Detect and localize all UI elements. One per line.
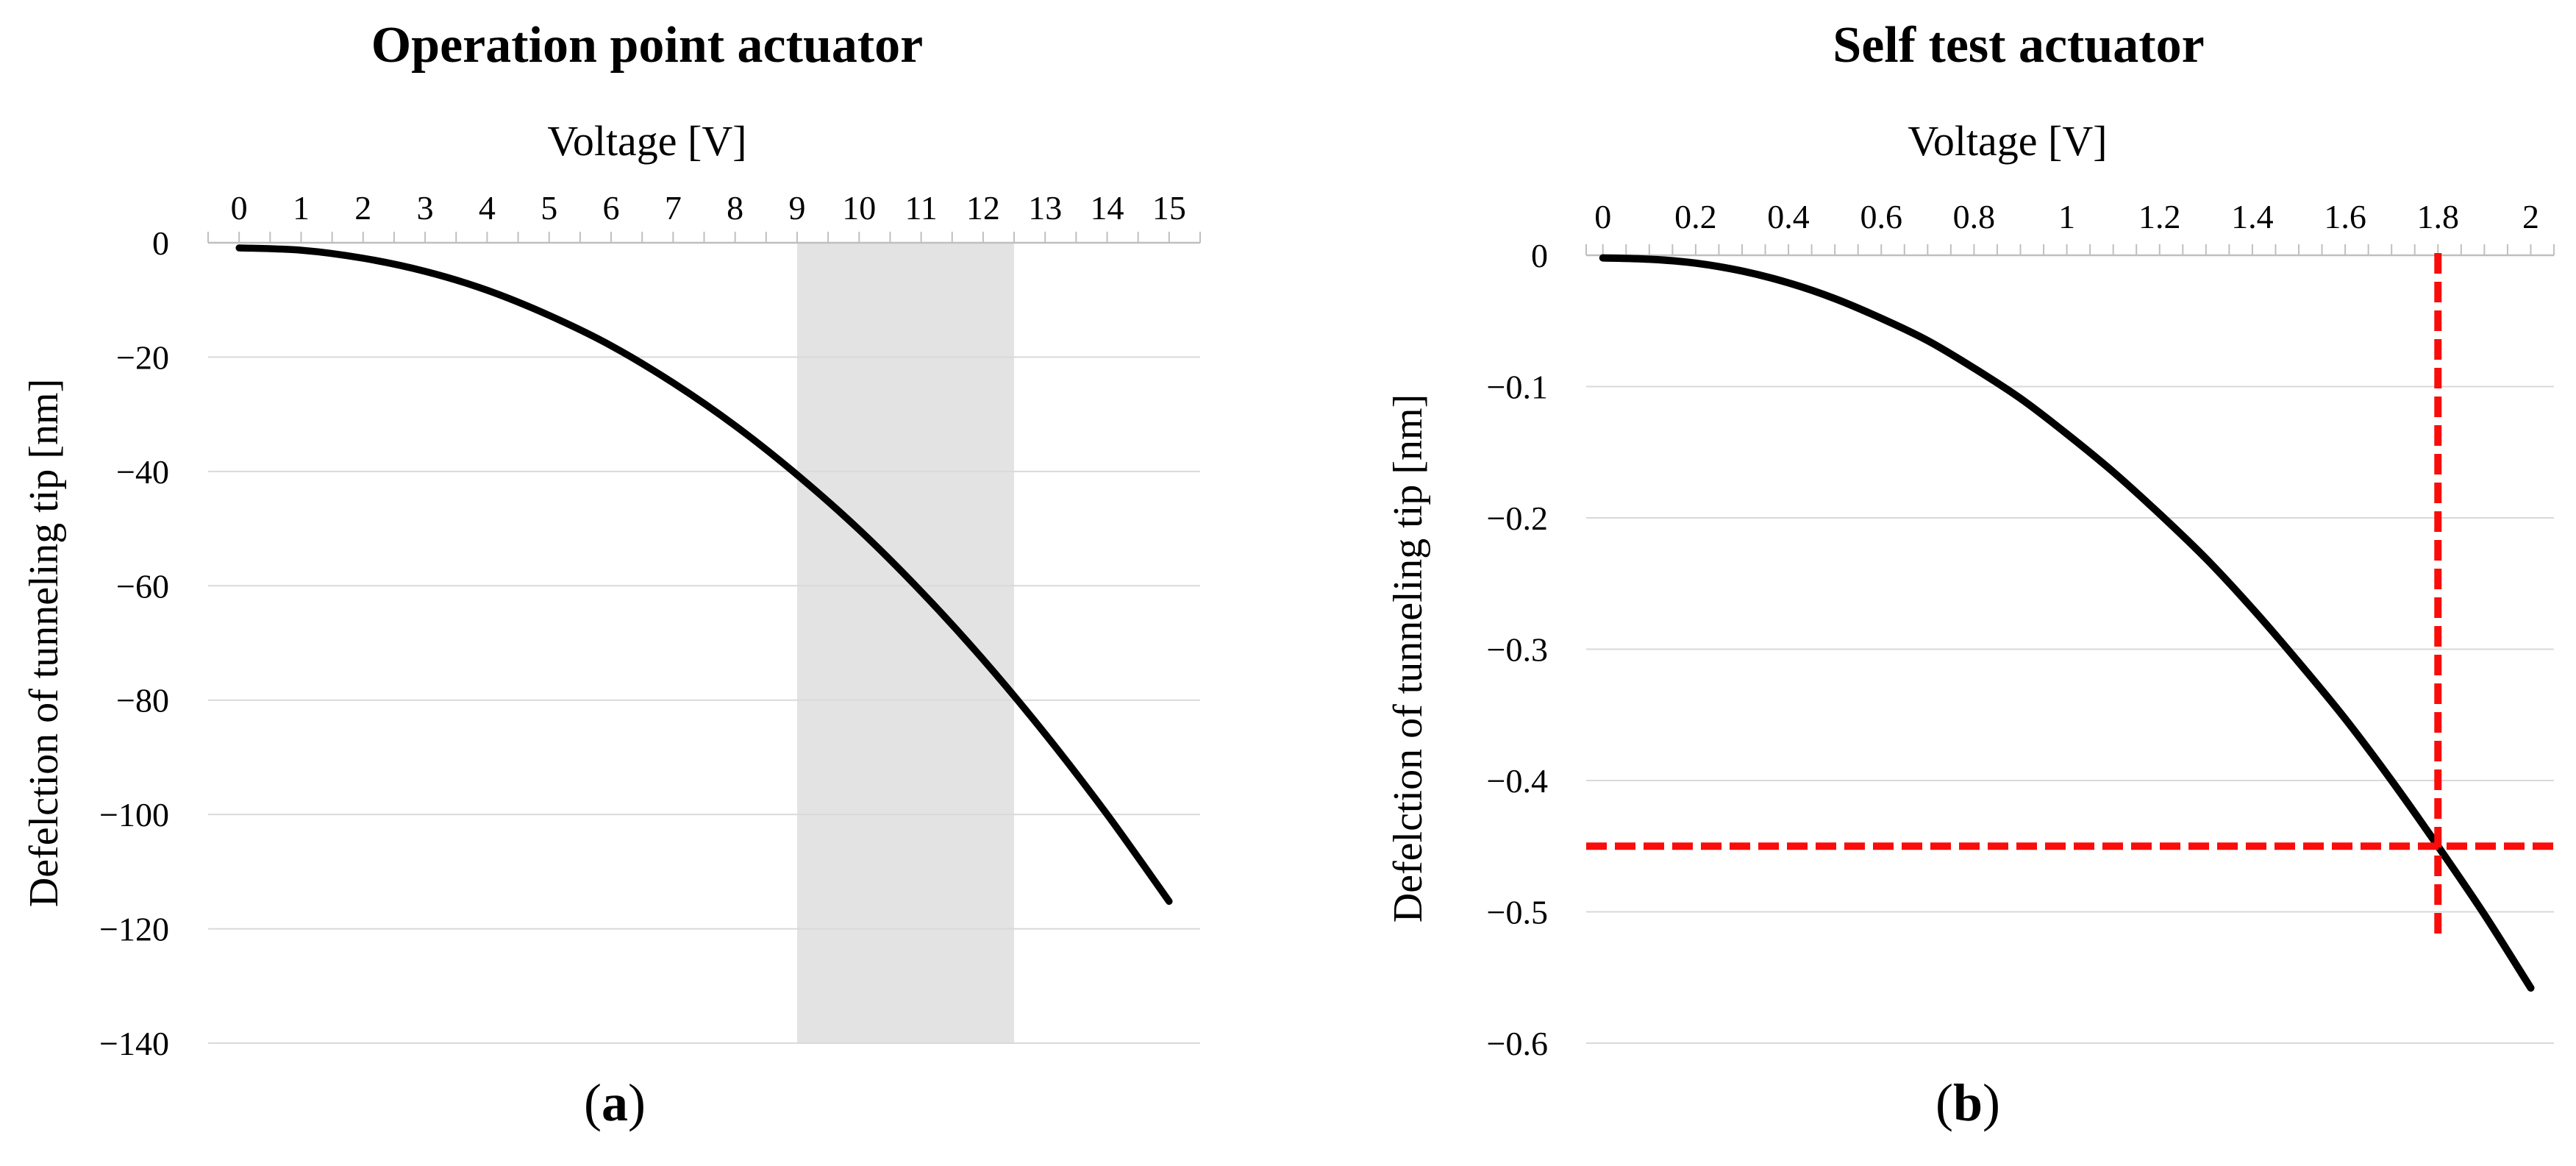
deflection-curve (235, 244, 1173, 906)
panel-a-y-axis-title: Defelction of tunneling tip [nm] (21, 378, 67, 908)
x-tick-label: 14 (1091, 189, 1124, 227)
caption-b-close: ) (1983, 1073, 2000, 1132)
x-tick-label: 2 (354, 189, 371, 227)
x-tick-label: 11 (905, 189, 937, 227)
caption-b: (b) (1821, 1073, 2115, 1134)
x-tick-label: 9 (788, 189, 805, 227)
y-tick-label: −0.2 (1487, 500, 1548, 537)
x-tick-label: 1 (293, 189, 310, 227)
x-tick-label: 13 (1028, 189, 1062, 227)
y-tick-label: −20 (116, 338, 169, 376)
panel-b-title: Self test actuator (1833, 17, 2205, 74)
x-tick-label: 1.2 (2138, 198, 2181, 235)
x-tick-label: 0 (1594, 198, 1611, 235)
x-tick-label: 15 (1152, 189, 1186, 227)
caption-a-open: ( (584, 1073, 602, 1132)
x-tick-label: 8 (727, 189, 743, 227)
y-tick-label: −0.1 (1487, 369, 1548, 406)
x-tick-label: 10 (842, 189, 876, 227)
x-tick-label: 1.4 (2231, 198, 2274, 235)
caption-a-close: ) (628, 1073, 646, 1132)
y-tick-label: −0.3 (1487, 631, 1548, 669)
x-tick-label: 0.8 (1953, 198, 1996, 235)
caption-a-letter: a (602, 1073, 628, 1132)
y-tick-label: −140 (99, 1025, 169, 1062)
x-tick-label: 0 (231, 189, 248, 227)
y-tick-label: −0.5 (1487, 894, 1548, 931)
x-tick-label: 5 (540, 189, 557, 227)
panel-b-x-axis-title: Voltage [V] (1908, 117, 2108, 165)
x-tick-label: 2 (2522, 198, 2539, 235)
x-tick-label: 12 (966, 189, 1000, 227)
caption-a: (a) (468, 1073, 762, 1134)
panel-a-title: Operation point actuator (371, 17, 924, 74)
y-tick-label: −0.6 (1487, 1025, 1548, 1062)
x-tick-label: 0.2 (1674, 198, 1717, 235)
x-tick-label: 0.6 (1860, 198, 1902, 235)
y-tick-label: −100 (99, 796, 169, 833)
y-tick-label: −80 (116, 682, 169, 719)
y-tick-label: −120 (99, 911, 169, 948)
x-tick-label: 1 (2058, 198, 2075, 235)
x-tick-label: 7 (665, 189, 682, 227)
x-tick-label: 1.8 (2417, 198, 2460, 235)
x-tick-label: 6 (603, 189, 620, 227)
operating-range-band (796, 243, 1015, 1043)
y-tick-label: 0 (152, 224, 169, 262)
y-tick-label: 0 (1531, 237, 1548, 274)
x-tick-label: 4 (479, 189, 496, 227)
x-tick-label: 0.4 (1767, 198, 1810, 235)
panel-b-y-axis-title: Defelction of tunneling tip [nm] (1385, 394, 1431, 923)
x-tick-label: 1.6 (2324, 198, 2366, 235)
panel-a-x-axis-title: Voltage [V] (547, 117, 747, 165)
y-tick-label: −60 (116, 567, 169, 605)
deflection-curve (1599, 254, 2535, 992)
x-tick-label: 3 (417, 189, 434, 227)
y-tick-label: −40 (116, 453, 169, 491)
caption-b-open: ( (1935, 1073, 1953, 1132)
caption-b-letter: b (1952, 1073, 1983, 1132)
y-tick-label: −0.4 (1487, 762, 1548, 800)
